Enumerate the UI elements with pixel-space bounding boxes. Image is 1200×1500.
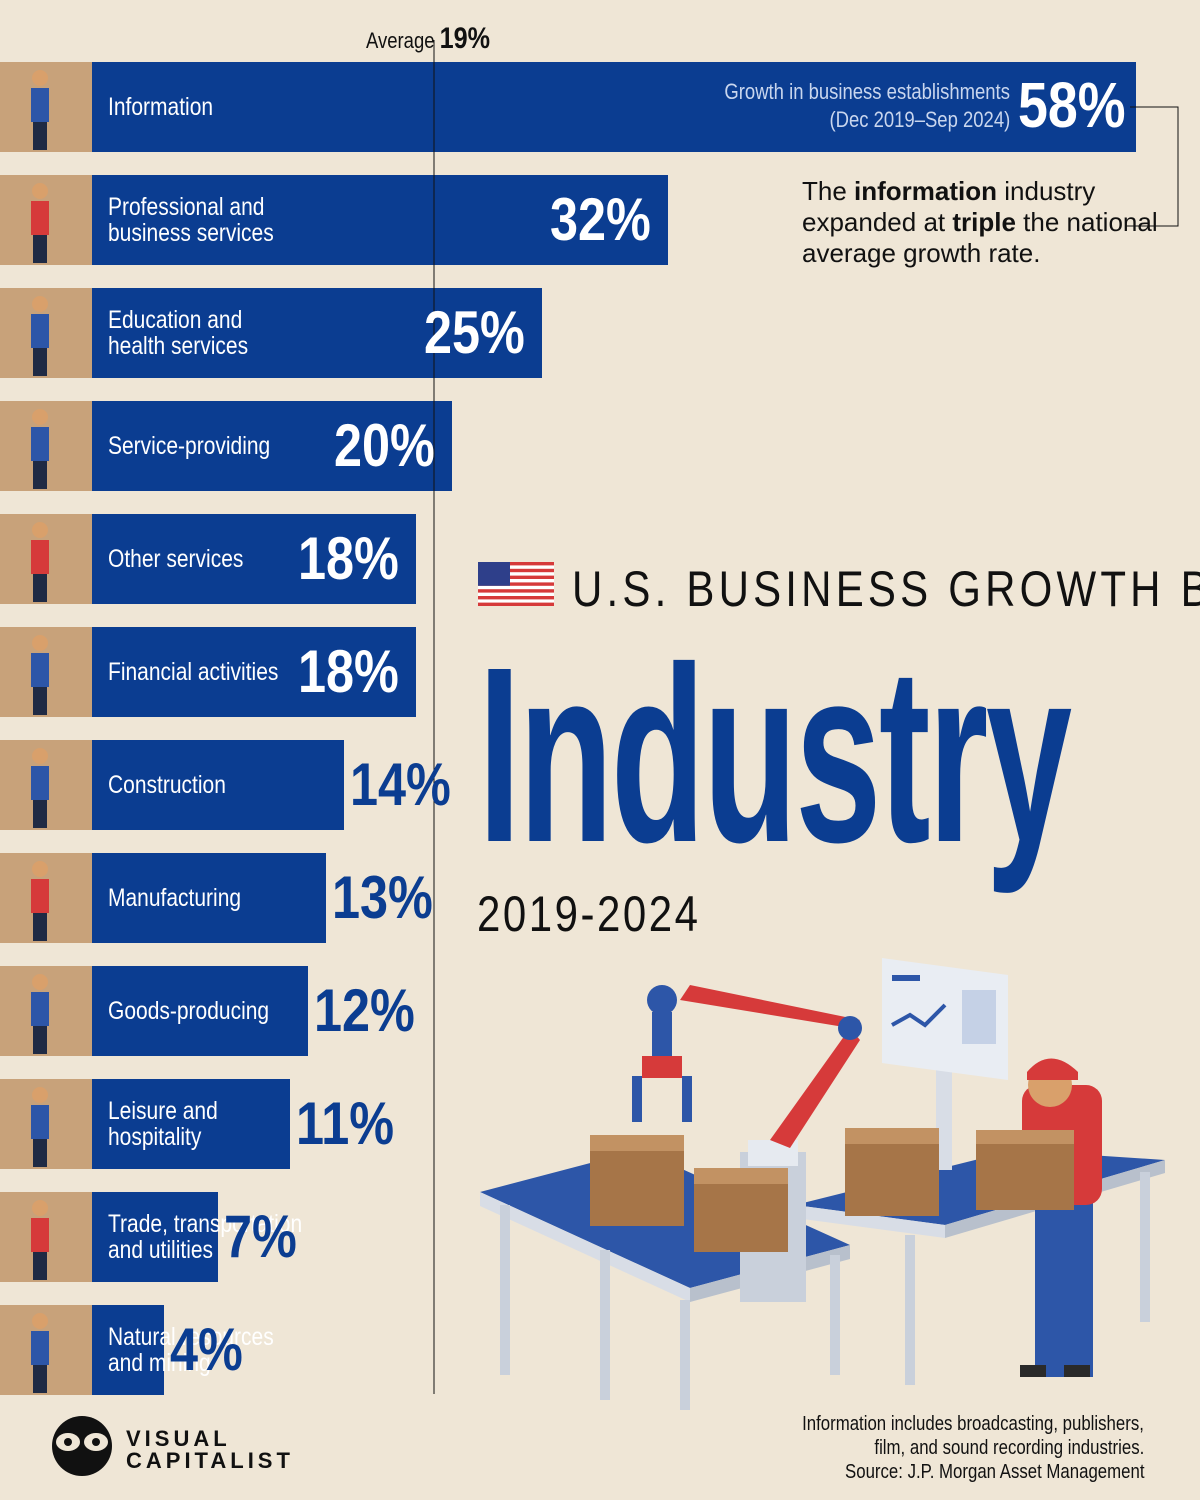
category-label: Trade, transportation and utilities: [108, 1210, 303, 1264]
footnote: Information includes broadcasting, publi…: [802, 1413, 1144, 1483]
category-label: Leisure and hospitality: [108, 1097, 218, 1151]
category-label: Natural resources and mining: [108, 1323, 274, 1377]
bar: [92, 1192, 218, 1282]
category-label: Construction: [108, 771, 226, 799]
bar: [92, 175, 668, 265]
brand-name: VISUAL CAPITALIST: [126, 1426, 294, 1473]
category-label: Other services: [108, 545, 244, 573]
annotation-text: The information industry expanded at tri…: [802, 176, 1158, 268]
bar: [92, 401, 452, 491]
us-flag-icon: [478, 562, 554, 606]
value-label: 18%: [298, 638, 399, 705]
bar: [92, 1079, 290, 1169]
series-label: Growth in business establishments (Dec 2…: [724, 79, 1010, 132]
value-label: 13%: [332, 864, 433, 931]
worker-figure-icon: [31, 1087, 49, 1167]
category-label: Goods-producing: [108, 997, 270, 1025]
worker-figure-icon: [31, 635, 49, 715]
value-label: 18%: [298, 525, 399, 592]
worker-figure-icon: [31, 183, 49, 263]
value-label: 32%: [550, 186, 651, 253]
chart-subtitle: 2019-2024: [477, 886, 701, 942]
bar: [92, 62, 1136, 152]
bar: [92, 740, 344, 830]
value-label: 20%: [334, 412, 435, 479]
worker-figure-icon: [31, 296, 49, 376]
value-label: 11%: [296, 1090, 395, 1157]
bar: [92, 853, 326, 943]
visual-capitalist-logo-icon: [52, 1416, 112, 1476]
value-label: 12%: [314, 977, 415, 1044]
worker-figure-icon: [31, 1313, 49, 1393]
category-label: Professional and business services: [108, 193, 274, 247]
bar: [92, 966, 308, 1056]
worker-figure-icon: [31, 1200, 49, 1280]
value-label: 7%: [224, 1203, 297, 1270]
value-label-top: 58%: [1018, 69, 1126, 141]
chart-title: U.S. BUSINESS GROWTH BY: [572, 561, 1200, 617]
bar: [92, 288, 542, 378]
worker-figure-icon: [31, 861, 49, 941]
factory-conveyor-robot-arm-illustration: [480, 958, 1165, 1410]
average-label: Average 19%: [366, 22, 491, 55]
value-label: 14%: [350, 751, 451, 818]
bar: [92, 1305, 164, 1395]
value-label: 4%: [170, 1316, 243, 1383]
bar: [92, 627, 416, 717]
worker-figure-icon: [31, 70, 49, 150]
category-label: Information: [108, 93, 214, 121]
annotation-connector: [1126, 106, 1179, 227]
worker-figure-icon: [31, 409, 49, 489]
category-label: Financial activities: [108, 658, 279, 686]
bar: [92, 514, 416, 604]
category-label: Service-providing: [108, 432, 271, 460]
chart-title-emphasis: Industry: [478, 615, 1072, 894]
value-label: 25%: [424, 299, 525, 366]
category-label: Manufacturing: [108, 884, 242, 912]
worker-figure-icon: [31, 522, 49, 602]
worker-figure-icon: [31, 748, 49, 828]
category-label: Education and health services: [108, 306, 249, 360]
worker-figure-icon: [31, 974, 49, 1054]
